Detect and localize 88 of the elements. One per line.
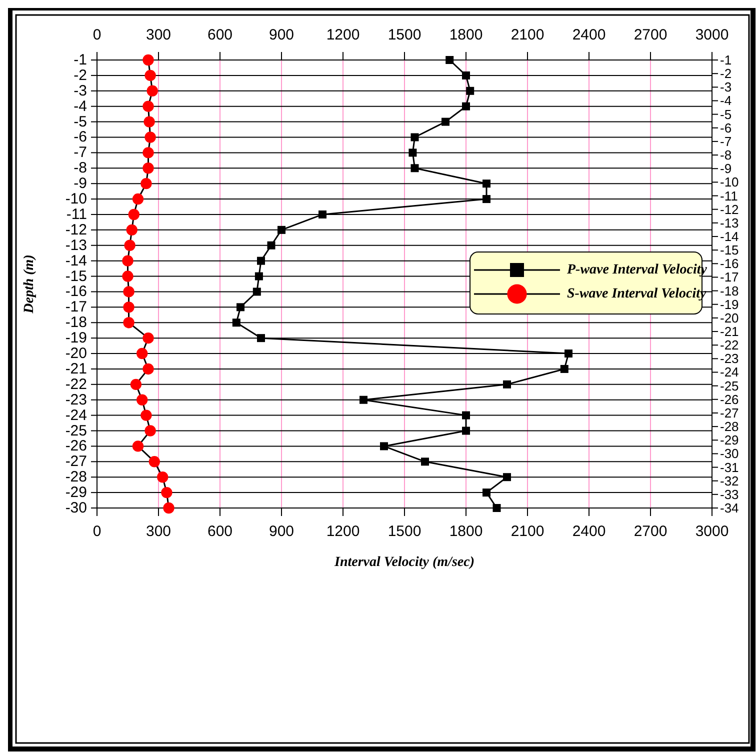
x-tick-label: 1800 [449,523,483,540]
x-tick-label: 1500 [388,523,422,540]
y2-tick-label: -30 [720,446,739,462]
x2-tick-label: 1200 [326,26,360,44]
y2-tick-label: -11 [720,188,738,204]
y2-tick-label: -13 [720,215,739,230]
x2-tick-label: 300 [146,26,172,44]
y-tick-label: -7 [74,144,87,162]
x-tick-label: 0 [92,523,102,540]
y2-tick-label: -20 [720,310,739,326]
y2-tick-label: -17 [720,270,739,285]
y2-tick-label: -2 [720,66,732,82]
y-tick-label: -25 [65,422,87,440]
y-tick-label: -23 [65,391,87,408]
x-tick-label: 1200 [326,523,360,540]
y2-tick-label: -22 [720,338,739,353]
y2-tick-label: -9 [720,161,732,176]
x2-tick-label: 1800 [449,26,483,44]
y-tick-label: -13 [65,236,87,254]
x-tick-label: 2700 [634,523,668,540]
y2-tick-label: -1 [720,52,732,68]
y2-tick-label: -7 [720,134,732,149]
y2-tick-label: -5 [720,106,732,122]
y2-tick-label: -33 [720,486,739,502]
x2-tick-label: 1500 [388,26,422,44]
y-tick-label: -4 [74,98,87,115]
y2-tick-label: -3 [720,80,732,95]
x-tick-label: 2100 [510,523,544,540]
y-tick-label: -27 [65,453,87,470]
y-tick-label: -12 [65,221,87,238]
x-axis-title: Interval Velocity (m/sec) [334,555,474,570]
y2-tick-label: -18 [720,283,739,298]
y-tick-label: -26 [65,438,87,455]
y-tick-label: -20 [65,345,87,362]
x-tick-label: 900 [268,523,294,540]
x2-tick-label: 2700 [634,26,668,44]
y2-tick-label: -6 [720,120,732,136]
x-tick-label: 3000 [695,523,729,540]
y-tick-label: -24 [65,406,87,424]
y2-tick-label: -10 [720,174,739,190]
y-tick-label: -21 [65,360,87,378]
y2-tick-label: -23 [720,351,739,366]
y-tick-label: -19 [65,330,87,347]
y-tick-label: -17 [65,298,87,316]
y2-tick-label: -29 [720,432,739,448]
y2-tick-label: -4 [720,93,732,108]
y-tick-label: -3 [74,82,87,100]
x-tick-label: 2400 [572,523,606,540]
x2-tick-label: 0 [92,26,102,44]
y2-tick-label: -25 [720,378,739,394]
y-tick-label: -6 [74,128,87,146]
y-tick-label: -10 [65,190,87,208]
y2-tick-label: -32 [720,473,739,488]
y-tick-label: -16 [65,283,87,300]
y-tick-label: -9 [74,175,87,192]
y-tick-label: -11 [66,206,87,223]
x2-tick-label: 900 [268,26,294,44]
y-tick-label: -15 [65,268,87,285]
y-tick-label: -28 [65,468,87,486]
y2-tick-label: -12 [720,202,739,217]
y-tick-label: -2 [74,66,87,84]
y2-tick-label: -24 [720,364,739,380]
y2-tick-label: -15 [720,242,739,258]
x-tick-label: 300 [146,523,172,540]
y-tick-label: -18 [65,314,87,332]
y-tick-label: -1 [74,52,87,68]
y2-tick-label: -26 [720,392,739,407]
y-tick-label: -5 [74,113,87,130]
y2-tick-label: -19 [720,296,739,312]
y2-tick-label: -14 [720,228,739,244]
y-axis-title: Depth (m) [22,254,37,314]
y-tick-label: -30 [65,500,87,516]
x2-tick-label: 600 [207,26,233,44]
y2-tick-label: -27 [720,405,739,420]
y2-tick-label: -34 [720,500,739,516]
y2-tick-label: -21 [720,324,739,340]
y-tick-label: -22 [65,376,87,393]
y2-tick-label: -31 [720,460,739,475]
x2-tick-label: 2100 [510,26,544,44]
x-tick-label: 600 [207,523,233,540]
x2-tick-label: 2400 [572,26,606,44]
y-tick-label: -14 [65,252,87,270]
y2-tick-label: -28 [720,419,739,434]
y-tick-label: -8 [74,160,87,177]
x2-tick-label: 3000 [695,26,729,44]
y2-tick-label: -16 [720,256,739,272]
y-tick-label: -29 [65,484,87,502]
y2-tick-label: -8 [720,148,732,163]
